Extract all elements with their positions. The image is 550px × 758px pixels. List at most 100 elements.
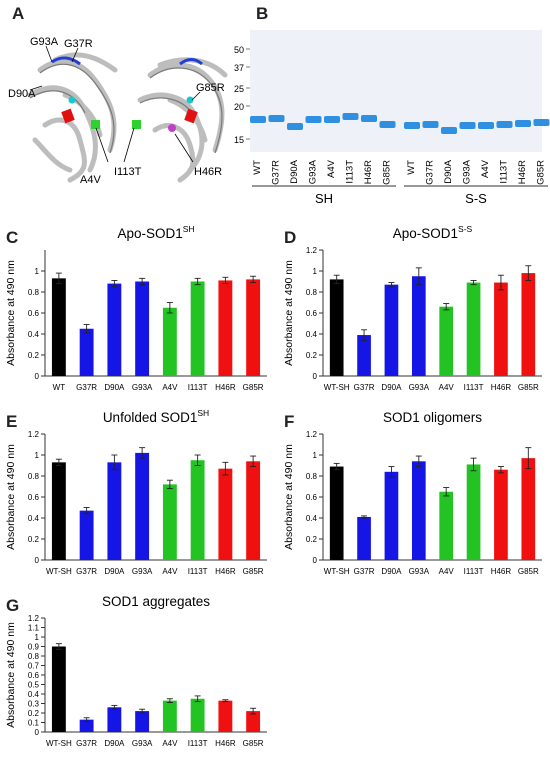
y-tick-label: 1 (313, 267, 318, 276)
y-tick-label: 0.8 (28, 652, 40, 661)
y-tick-label: 1.2 (306, 246, 318, 255)
bar-g37r (357, 335, 371, 376)
y-tick-label: 0.8 (306, 472, 318, 481)
y-tick-label: 0.2 (306, 535, 318, 544)
x-tick-label: G37R (76, 567, 97, 576)
mutation-site-blue-loop-right (179, 58, 203, 66)
panel-a-structure: G93A G37R D90A G85R A4V I113T H46R (8, 36, 228, 186)
y-tick-label: 0 (35, 372, 40, 381)
y-tick-label: 0.8 (28, 472, 40, 481)
lane-label-sh: G93A (308, 159, 319, 184)
gel-band-ss (422, 121, 439, 128)
x-tick-label: I113T (188, 383, 208, 392)
x-tick-label: H46R (491, 383, 512, 392)
x-tick-label: H46R (491, 567, 512, 576)
y-tick-label: 0.5 (28, 681, 40, 690)
leader-line-g85r (191, 91, 201, 101)
label-h46r: H46R (194, 166, 222, 178)
x-tick-label: WT-SH (46, 739, 72, 748)
lane-label-ss: G85R (536, 160, 547, 185)
bar-wt (51, 278, 66, 376)
gel-background (250, 30, 542, 152)
group-label-sh: SH (315, 191, 333, 206)
lane-label-sh: WT (252, 160, 263, 175)
lane-label-sh: I113T (345, 160, 356, 184)
y-axis-label: Absorbance at 490 nm (283, 260, 295, 366)
x-tick-label: G37R (354, 383, 375, 392)
mutation-site-red-right (184, 108, 198, 124)
chart-title-main: Apo-SOD1 (393, 226, 458, 241)
chart-title: SOD1 oligomers (383, 410, 482, 425)
x-tick-label: A4V (162, 383, 178, 392)
x-tick-label: A4V (162, 739, 178, 748)
x-tick-label: G37R (76, 383, 97, 392)
y-tick-label: 0.4 (28, 330, 40, 339)
chart-title: SOD1 aggregates (102, 594, 210, 609)
bar-g85r (521, 458, 536, 560)
bar-a4v (439, 491, 454, 560)
x-tick-label: G85R (518, 567, 539, 576)
mutation-site-cyan-right (186, 96, 194, 104)
x-tick-label: D90A (104, 567, 125, 576)
y-tick-label: 0.8 (28, 288, 40, 297)
chart-title: Apo-SOD1S-S (393, 224, 473, 241)
x-tick-label: G85R (243, 739, 264, 748)
chart-title-superscript: S-S (458, 224, 473, 234)
gel-band-sh (342, 113, 359, 120)
x-tick-label: G85R (243, 567, 264, 576)
bar-h46r (218, 280, 233, 376)
y-axis-label: Absorbance at 490 nm (5, 622, 17, 728)
chart-title-main: SOD1 aggregates (102, 594, 210, 609)
bar-g85r (246, 279, 261, 376)
label-a4v: A4V (80, 174, 101, 186)
mw-marker-label: 37 (234, 63, 244, 73)
lane-label-ss: A4V (480, 159, 491, 178)
gel-band-sh (287, 123, 303, 130)
lane-label-ss: G37R (425, 160, 436, 185)
mutation-site-magenta (168, 124, 176, 132)
y-tick-label: 0.2 (28, 351, 40, 360)
mw-marker-label: 20 (234, 102, 244, 112)
bar-wt-sh (51, 462, 66, 560)
mutation-site-blue-loop-left (51, 56, 81, 66)
lane-label-sh: A4V (326, 159, 337, 178)
bar-h46r (218, 468, 233, 560)
y-tick-label: 1.2 (28, 430, 40, 439)
bar-wt-sh (51, 646, 66, 732)
label-g93a: G93A (30, 36, 59, 48)
bar-d90a (107, 462, 122, 560)
chart-sod1-oligomers: SOD1 oligomers Absorbance at 490 nm 0 0.2 0.… (283, 410, 542, 576)
bar-g37r (79, 719, 94, 732)
y-tick-label: 1 (35, 451, 40, 460)
bar-a4v (162, 307, 177, 376)
bar-g93a (411, 461, 426, 560)
x-tick-label: G93A (132, 739, 153, 748)
bar-g37r (79, 510, 94, 560)
leader-line-g37r (71, 47, 79, 63)
gel-band-ss (441, 127, 457, 134)
bar-g93a (411, 276, 426, 376)
gel-band-sh (379, 121, 396, 128)
y-tick-label: 1.2 (306, 430, 318, 439)
mw-marker-label: 50 (234, 45, 244, 55)
bar-d90a (384, 471, 399, 560)
bar-i113t (190, 281, 205, 376)
panel-letter-e: E (6, 412, 18, 431)
lane-label-ss: I113T (499, 160, 510, 184)
gel-band-sh (250, 116, 266, 123)
chart-title-main: SOD1 oligomers (383, 410, 482, 425)
x-tick-label: WT-SH (46, 567, 72, 576)
leader-line-a4v (95, 127, 109, 163)
x-tick-label: H46R (215, 383, 236, 392)
x-tick-label: WT-SH (324, 383, 350, 392)
x-tick-label: I113T (188, 567, 208, 576)
chart-apo-sod1-ss: Apo-SOD1S-S Absorbance at 490 nm 0 0.2 0.4 0.… (283, 224, 542, 392)
y-tick-label: 0.8 (306, 288, 318, 297)
y-axis-label: Absorbance at 490 nm (5, 260, 17, 366)
bar-a4v (162, 484, 177, 560)
x-tick-label: WT-SH (324, 567, 350, 576)
y-tick-label: 1 (35, 633, 40, 642)
chart-title-superscript: SH (183, 224, 195, 234)
bar-h46r (494, 282, 508, 376)
